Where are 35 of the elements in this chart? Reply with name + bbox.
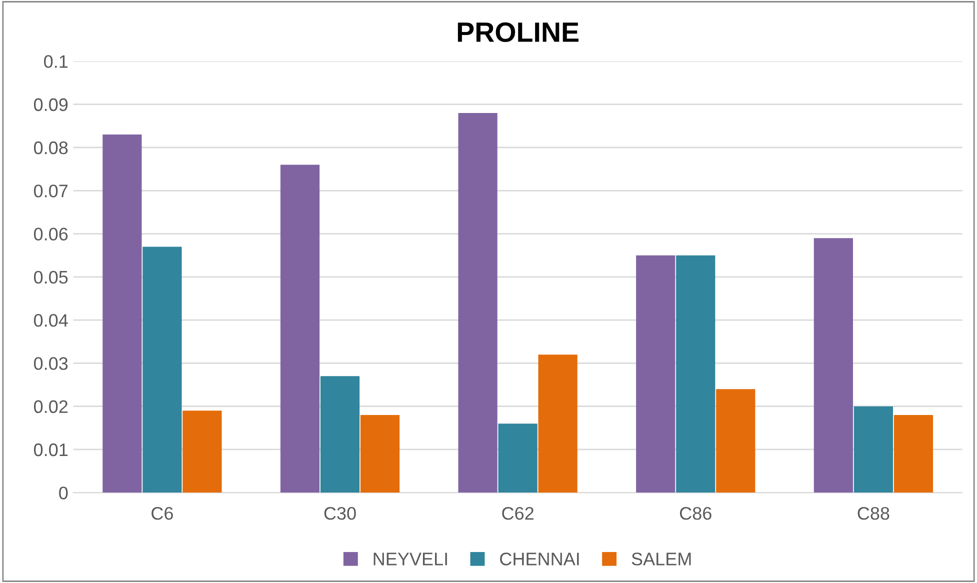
x-tick-label: C6 (152, 507, 173, 520)
bar (142, 246, 182, 493)
bar (716, 389, 756, 493)
bar (102, 134, 142, 493)
y-tick-label: 0.07 (34, 184, 68, 198)
y-tick-label: 0.04 (34, 314, 68, 327)
bar (894, 414, 934, 493)
bar (360, 414, 400, 493)
x-tick-label: C30 (324, 507, 356, 520)
bar (538, 354, 578, 493)
x-tick-label: C88 (858, 507, 890, 520)
bar (280, 164, 320, 493)
legend-label: SALEM (632, 552, 691, 566)
x-tick-label: C86 (680, 507, 712, 520)
bar (182, 410, 222, 493)
bar (320, 376, 360, 493)
y-tick-label: 0.1 (44, 55, 68, 68)
bar (498, 424, 538, 493)
bar (636, 255, 676, 493)
x-tick-label: C62 (502, 507, 534, 520)
y-tick-label: 0.02 (34, 400, 68, 414)
y-tick-label: 0.09 (34, 98, 68, 112)
y-tick-label: 0.03 (34, 357, 68, 370)
y-tick-label: 0.06 (34, 228, 68, 241)
y-tick-label: 0 (59, 486, 68, 500)
bar (676, 255, 716, 493)
bar (458, 112, 498, 493)
y-tick-label: 0.08 (34, 141, 68, 154)
bar (854, 406, 893, 493)
legend-label: NEYVELI (374, 552, 447, 566)
y-tick-label: 0.01 (34, 443, 68, 456)
y-tick-label: 0.05 (34, 270, 68, 284)
chart-title: PROLINE (458, 22, 578, 42)
legend-label: CHENNAI (500, 552, 579, 566)
bar (814, 238, 853, 493)
